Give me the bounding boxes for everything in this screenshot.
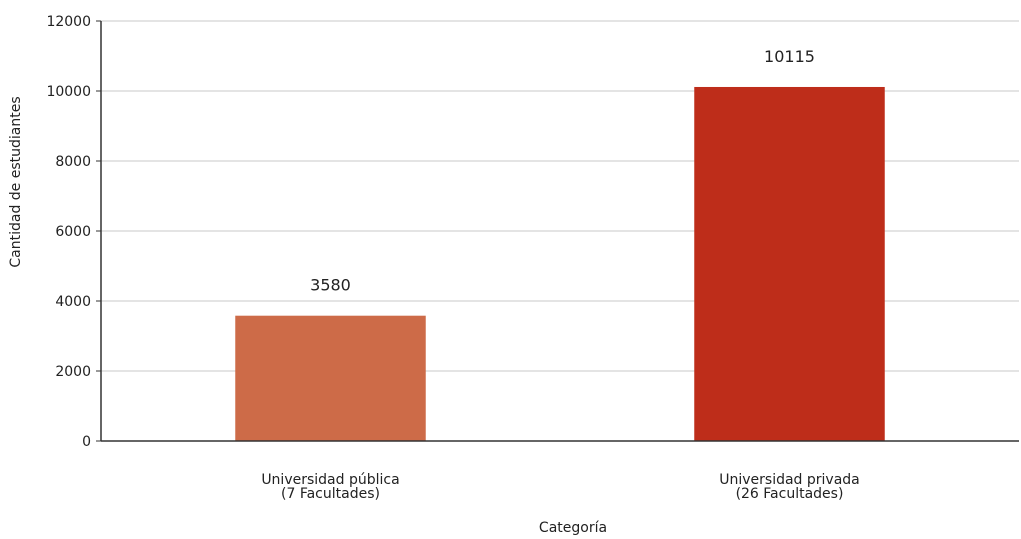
y-tick-label: 0 [82, 434, 91, 450]
data-label: 10115 [764, 47, 815, 66]
x-tick-label: Universidad pública [261, 472, 399, 488]
y-tick-label: 8000 [55, 154, 91, 170]
data-label: 3580 [310, 276, 351, 295]
bar [694, 86, 885, 441]
bars [235, 86, 885, 441]
y-tick-label: 2000 [55, 364, 91, 380]
y-tick-labels: 0 2000 4000 6000 8000 10000 12000 [46, 14, 101, 450]
y-tick-label: 12000 [46, 14, 91, 30]
x-tick-label: (26 Facultades) [736, 486, 844, 502]
y-axis-title: Cantidad de estudiantes [8, 96, 24, 267]
x-tick-label: Universidad privada [719, 472, 860, 488]
data-labels: 3580 10115 [310, 47, 815, 295]
y-tick-label: 6000 [55, 224, 91, 240]
y-tick-label: 4000 [55, 294, 91, 310]
x-tick-label: (7 Facultades) [281, 486, 380, 502]
x-axis-title: Categoría [539, 520, 607, 536]
bar [235, 315, 426, 441]
x-tick-labels: Universidad pública(7 Facultades) Univers… [261, 472, 859, 502]
y-tick-label: 10000 [46, 84, 91, 100]
